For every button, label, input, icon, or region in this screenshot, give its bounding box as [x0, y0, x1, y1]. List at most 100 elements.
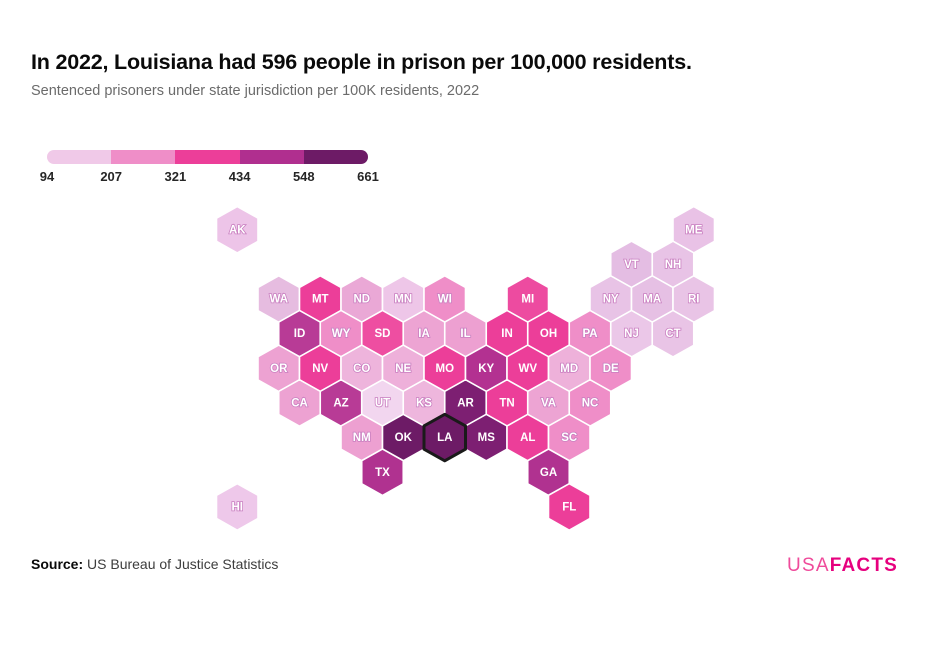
hex-shape-in	[485, 309, 529, 358]
hex-shape-va	[526, 378, 571, 428]
hex-shape-ky	[464, 344, 508, 393]
source-label: Source:	[31, 556, 84, 572]
hex-shape-ms	[464, 413, 508, 462]
legend-band-4	[239, 150, 304, 164]
hex-state-tx[interactable]: TX	[360, 448, 405, 497]
hex-state-de[interactable]: DE	[589, 344, 633, 393]
hex-label-me: ME	[685, 224, 703, 236]
hex-state-md[interactable]: MD	[547, 344, 591, 393]
hex-shape-pa	[568, 309, 612, 358]
hex-shape-ri	[672, 274, 716, 324]
legend-tick-2: 321	[164, 169, 187, 184]
hex-label-hi: HI	[232, 501, 244, 513]
hex-state-ne[interactable]: NE	[381, 344, 425, 393]
hex-state-nd[interactable]: ND	[340, 274, 384, 324]
hex-state-ak[interactable]: AK	[215, 205, 259, 254]
hex-label-ms: MS	[478, 432, 496, 444]
hex-state-nh[interactable]: NH	[651, 240, 695, 289]
hex-state-ca[interactable]: CA	[277, 378, 322, 428]
hex-label-nm: NM	[353, 432, 371, 444]
hex-shape-nc	[568, 378, 612, 428]
hex-shape-la	[422, 412, 467, 463]
hex-state-al[interactable]: AL	[506, 413, 550, 462]
hex-state-la[interactable]: LA	[422, 412, 467, 463]
hex-state-mn[interactable]: MN	[381, 274, 425, 324]
hex-label-wy: WY	[332, 328, 351, 340]
hex-label-or: OR	[270, 363, 288, 375]
hex-state-hi[interactable]: HI	[215, 482, 259, 531]
hex-shape-ok	[381, 413, 425, 462]
hex-state-va[interactable]: VA	[526, 378, 571, 428]
hex-state-ut[interactable]: UT	[360, 378, 405, 428]
hex-label-va: VA	[541, 397, 556, 409]
hex-state-id[interactable]: ID	[277, 309, 322, 358]
hex-label-ma: MA	[643, 294, 661, 306]
hex-state-ny[interactable]: NY	[589, 274, 633, 324]
hex-state-fl[interactable]: FL	[547, 482, 591, 531]
hex-label-mo: MO	[435, 363, 454, 375]
hex-state-wa[interactable]: WA	[257, 274, 301, 324]
source-note: Source: US Bureau of Justice Statistics	[31, 556, 278, 572]
hex-label-ca: CA	[291, 397, 308, 409]
legend-band-1	[47, 150, 112, 164]
hex-state-wi[interactable]: WI	[423, 274, 467, 324]
hex-label-md: MD	[560, 363, 578, 375]
hex-state-mo[interactable]: MO	[423, 344, 467, 393]
hex-state-ar[interactable]: AR	[443, 378, 488, 428]
hex-label-mt: MT	[312, 294, 329, 306]
hex-label-nh: NH	[665, 259, 682, 271]
hex-shape-mt	[298, 274, 342, 324]
hex-state-ok[interactable]: OK	[381, 413, 425, 462]
hex-shape-wv	[506, 344, 550, 393]
hex-state-me[interactable]: ME	[672, 205, 716, 254]
page-title: In 2022, Louisiana had 596 people in pri…	[31, 50, 692, 74]
hex-state-ga[interactable]: GA	[526, 448, 571, 497]
hex-state-wv[interactable]: WV	[506, 344, 550, 393]
hex-state-vt[interactable]: VT	[609, 240, 654, 289]
legend-tick-3: 434	[228, 169, 251, 184]
hex-state-ms[interactable]: MS	[464, 413, 508, 462]
hex-state-ct[interactable]: CT	[651, 309, 695, 358]
hex-state-nv[interactable]: NV	[298, 344, 342, 393]
hex-state-ma[interactable]: MA	[630, 274, 674, 324]
hex-state-sc[interactable]: SC	[547, 413, 591, 462]
hex-label-fl: FL	[562, 501, 576, 513]
hex-state-co[interactable]: CO	[340, 344, 384, 393]
hex-state-tn[interactable]: TN	[485, 378, 529, 428]
hex-state-mi[interactable]: MI	[506, 274, 550, 324]
legend-tick-4: 548	[292, 169, 315, 184]
hex-state-mt[interactable]: MT	[298, 274, 342, 324]
hex-label-co: CO	[353, 363, 370, 375]
hex-state-il[interactable]: IL	[443, 309, 488, 358]
hex-shape-hi	[215, 482, 259, 531]
hex-label-la: LA	[437, 432, 452, 444]
source-value: US Bureau of Justice Statistics	[87, 556, 279, 572]
hex-shape-ak	[215, 205, 259, 254]
hex-state-oh[interactable]: OH	[526, 309, 571, 358]
hex-state-ia[interactable]: IA	[402, 309, 446, 358]
hex-label-wa: WA	[269, 294, 288, 306]
hex-state-pa[interactable]: PA	[568, 309, 612, 358]
hex-state-ks[interactable]: KS	[402, 378, 446, 428]
hex-label-ok: OK	[395, 432, 413, 444]
hex-state-ri[interactable]: RI	[672, 274, 716, 324]
hex-label-mi: MI	[521, 294, 534, 306]
hex-state-in[interactable]: IN	[485, 309, 529, 358]
legend-gradient-bar	[47, 150, 368, 164]
hex-state-wy[interactable]: WY	[319, 309, 363, 358]
hex-shape-ks	[402, 378, 446, 428]
legend-tick-0: 94	[39, 169, 55, 184]
hex-label-in: IN	[501, 328, 513, 340]
hex-state-nc[interactable]: NC	[568, 378, 612, 428]
legend-tick-labels: 94 207 321 434 548 661	[30, 169, 385, 185]
hex-label-de: DE	[603, 363, 619, 375]
hex-state-or[interactable]: OR	[257, 344, 301, 393]
hex-state-sd[interactable]: SD	[360, 309, 405, 358]
hex-shape-az	[319, 378, 363, 428]
hex-state-nj[interactable]: NJ	[609, 309, 654, 358]
hex-state-nm[interactable]: NM	[340, 413, 384, 462]
hex-shape-ny	[589, 274, 633, 324]
hex-state-az[interactable]: AZ	[319, 378, 363, 428]
hex-shape-tn	[485, 378, 529, 428]
hex-state-ky[interactable]: KY	[464, 344, 508, 393]
